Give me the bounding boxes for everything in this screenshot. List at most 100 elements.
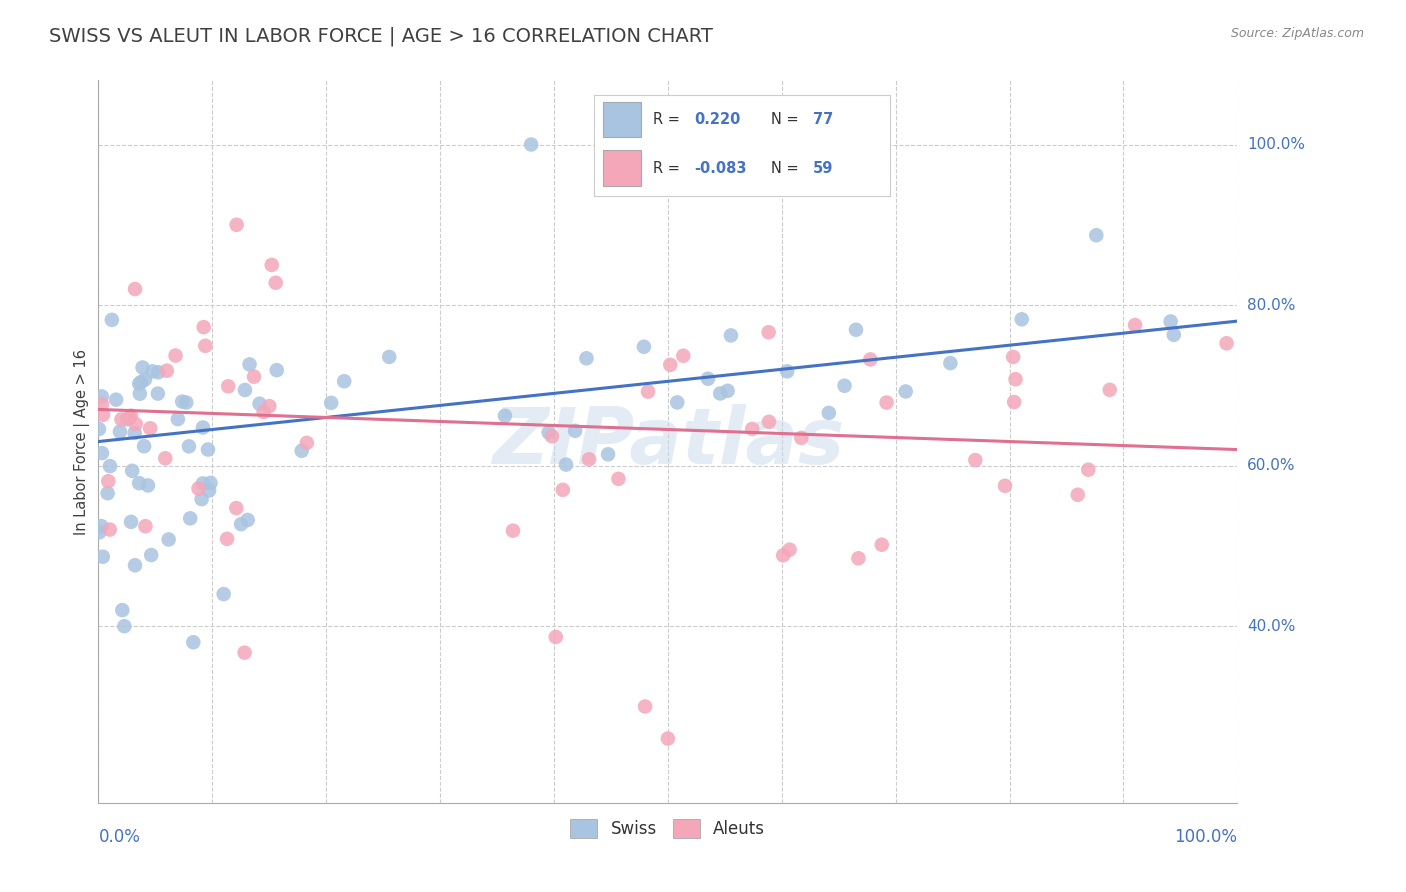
Text: 40.0%: 40.0% bbox=[1247, 619, 1295, 633]
Point bbox=[876, 395, 898, 409]
Point bbox=[118, 411, 141, 425]
Point bbox=[157, 533, 180, 547]
Point bbox=[333, 374, 356, 388]
Point bbox=[291, 443, 314, 458]
Point bbox=[845, 323, 868, 337]
Point bbox=[90, 519, 112, 533]
Point bbox=[243, 369, 266, 384]
Point bbox=[129, 375, 152, 389]
Text: ZIPatlas: ZIPatlas bbox=[492, 403, 844, 480]
Point bbox=[128, 386, 150, 401]
Point bbox=[779, 542, 801, 557]
Point bbox=[155, 451, 177, 466]
Text: 80.0%: 80.0% bbox=[1247, 298, 1295, 312]
Point bbox=[716, 384, 738, 398]
Point bbox=[249, 397, 271, 411]
Point bbox=[1004, 372, 1026, 386]
Point bbox=[378, 350, 401, 364]
Point bbox=[98, 523, 121, 537]
Point bbox=[544, 630, 567, 644]
Point bbox=[859, 352, 882, 367]
Point bbox=[141, 364, 163, 378]
Point bbox=[758, 415, 780, 429]
Point bbox=[666, 395, 689, 409]
Point bbox=[1067, 488, 1090, 502]
Point bbox=[105, 392, 128, 407]
Point bbox=[134, 519, 156, 533]
Point bbox=[91, 446, 114, 460]
Point bbox=[200, 475, 222, 490]
Point bbox=[633, 340, 655, 354]
Point bbox=[758, 325, 780, 339]
Point bbox=[260, 258, 283, 272]
Point bbox=[776, 364, 799, 378]
Point bbox=[190, 492, 212, 507]
Point bbox=[555, 458, 578, 472]
Point bbox=[229, 517, 252, 532]
Point bbox=[187, 482, 209, 496]
Point bbox=[120, 409, 142, 423]
Point bbox=[197, 442, 219, 457]
Point bbox=[225, 501, 247, 516]
Point bbox=[233, 383, 256, 397]
Point bbox=[1098, 383, 1121, 397]
Point bbox=[124, 558, 146, 573]
Text: 0.0%: 0.0% bbox=[98, 828, 141, 847]
Point bbox=[637, 384, 659, 399]
Point bbox=[894, 384, 917, 399]
Point bbox=[191, 420, 214, 434]
Point bbox=[596, 447, 619, 461]
Text: SWISS VS ALEUT IN LABOR FORCE | AGE > 16 CORRELATION CHART: SWISS VS ALEUT IN LABOR FORCE | AGE > 16… bbox=[49, 27, 713, 46]
Point bbox=[848, 551, 870, 566]
Point bbox=[1160, 314, 1182, 328]
Point bbox=[110, 412, 132, 426]
Point bbox=[1002, 350, 1025, 364]
Point bbox=[111, 603, 134, 617]
Point bbox=[238, 358, 260, 372]
Point bbox=[166, 412, 188, 426]
Point bbox=[87, 422, 110, 436]
Point bbox=[790, 431, 813, 445]
Point bbox=[172, 394, 194, 409]
Point bbox=[193, 320, 215, 334]
Point bbox=[194, 339, 217, 353]
Text: Source: ZipAtlas.com: Source: ZipAtlas.com bbox=[1230, 27, 1364, 40]
Point bbox=[165, 349, 187, 363]
Point bbox=[212, 587, 235, 601]
Point bbox=[537, 425, 560, 440]
Point bbox=[575, 351, 598, 366]
Point bbox=[772, 549, 794, 563]
Point bbox=[141, 548, 163, 562]
Point bbox=[134, 372, 156, 386]
Point bbox=[541, 429, 564, 443]
Point bbox=[870, 538, 893, 552]
Text: 100.0%: 100.0% bbox=[1247, 137, 1305, 152]
Point bbox=[128, 376, 150, 391]
Point bbox=[90, 389, 112, 403]
Y-axis label: In Labor Force | Age > 16: In Labor Force | Age > 16 bbox=[75, 349, 90, 534]
Point bbox=[139, 421, 162, 435]
Point bbox=[578, 452, 600, 467]
Point bbox=[101, 313, 124, 327]
Point bbox=[115, 412, 138, 426]
Point bbox=[607, 472, 630, 486]
Point bbox=[176, 395, 198, 409]
Point bbox=[502, 524, 524, 538]
Point bbox=[1077, 463, 1099, 477]
Point bbox=[177, 439, 200, 453]
Point bbox=[1123, 318, 1146, 332]
Point bbox=[672, 349, 695, 363]
Point bbox=[124, 282, 146, 296]
Point bbox=[1085, 228, 1108, 243]
Point bbox=[264, 276, 287, 290]
Point bbox=[233, 646, 256, 660]
Point bbox=[136, 478, 159, 492]
Point bbox=[659, 358, 682, 372]
Point bbox=[181, 635, 204, 649]
Point bbox=[120, 515, 142, 529]
Text: 100.0%: 100.0% bbox=[1174, 828, 1237, 847]
Point bbox=[146, 386, 169, 401]
Point bbox=[252, 405, 274, 419]
Point bbox=[225, 218, 247, 232]
Point bbox=[564, 424, 586, 438]
